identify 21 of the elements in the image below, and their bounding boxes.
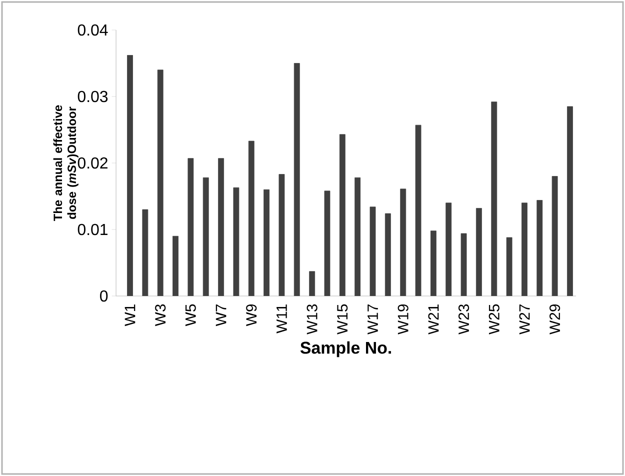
x-tick-label: W9 — [246, 304, 257, 326]
y-tick-label: 0.03 — [78, 90, 108, 102]
x-tick-label: W1 — [124, 304, 136, 326]
x-tick-label: W11 — [276, 304, 287, 334]
x-tick-label: W23 — [458, 304, 470, 334]
x-tick-label: W13 — [306, 304, 318, 334]
y-tick-label: 0.04 — [78, 24, 108, 36]
x-axis-title: Sample No. — [300, 341, 391, 358]
x-tick-label: W25 — [488, 304, 500, 334]
x-tick-label: W17 — [368, 304, 378, 334]
x-tick-label: W27 — [519, 304, 530, 334]
x-tick-label: W21 — [428, 304, 439, 334]
y-tick-label: 0 — [100, 290, 108, 302]
x-tick-label: W3 — [155, 304, 166, 326]
x-tick-label: W7 — [216, 304, 226, 326]
x-tick-label: W29 — [550, 304, 560, 334]
x-tick-label: W15 — [337, 304, 348, 334]
y-tick-label: 0.01 — [78, 224, 108, 236]
x-tick-label: W19 — [398, 304, 408, 334]
x-tick-label: W5 — [185, 304, 196, 326]
y-tick-label: 0.02 — [78, 157, 108, 169]
